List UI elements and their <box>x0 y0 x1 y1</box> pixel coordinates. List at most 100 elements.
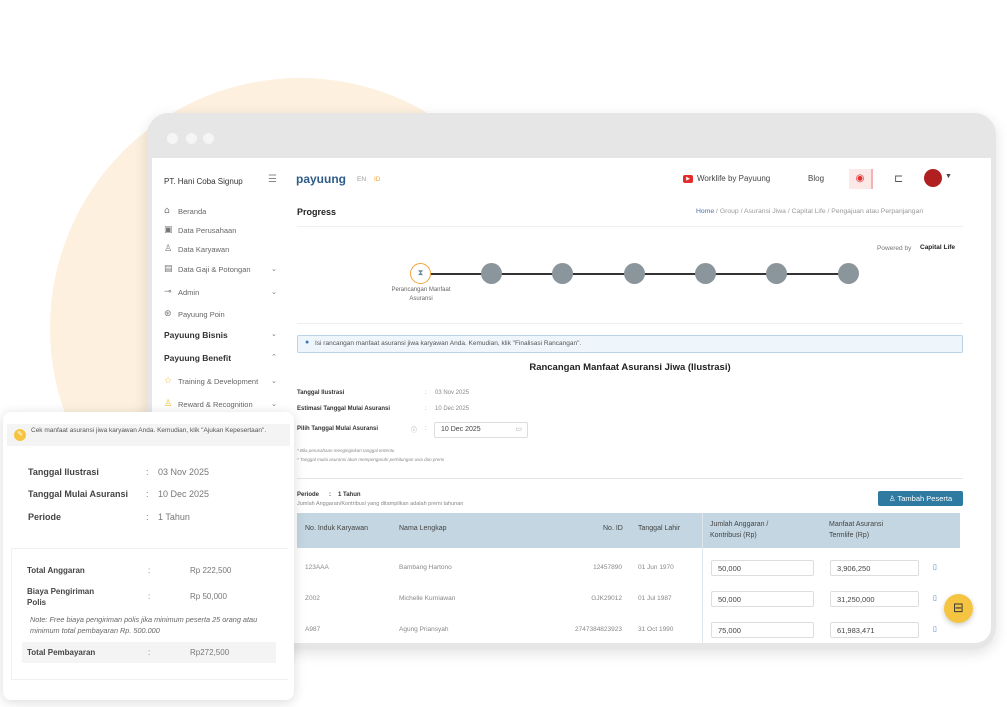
note: * Tanggal mulai asuransi akan mempengaru… <box>297 457 445 462</box>
tanggal-ilustrasi-value: 03 Nov 2025 <box>158 467 210 477</box>
cell-nama: Bambang Hartono <box>399 564 452 571</box>
colon: : <box>146 467 149 477</box>
tambah-peserta-button[interactable]: ♙ Tambah Peserta <box>878 491 963 506</box>
sidebar-item-label: Data Perusahaan <box>178 226 237 235</box>
announcement-icon[interactable]: ⊏ <box>894 173 904 185</box>
label: Tanggal Ilustrasi <box>28 467 99 477</box>
table-row: 123AAA Bambang Hartono 12457890 01 Jun 1… <box>297 558 960 578</box>
window-dot <box>203 133 214 144</box>
cell-lahir: 01 Jun 1970 <box>638 564 674 571</box>
input-value: 61,983,471 <box>837 626 875 635</box>
colon: : <box>148 648 151 657</box>
table-row: A987 Agung Priansyah 2747384823923 31 Oc… <box>297 620 960 640</box>
start-date-picker[interactable]: 10 Dec 2025 ▭ <box>434 422 528 438</box>
estimasi-value: 10 Dec 2025 <box>435 406 470 412</box>
colon: : <box>425 426 427 432</box>
avatar[interactable] <box>924 169 942 187</box>
star-icon: ☆ <box>164 376 173 386</box>
step-6[interactable] <box>766 263 787 284</box>
window-dot <box>167 133 178 144</box>
periode-value: 1 Tahun <box>158 512 190 522</box>
column-header: Jumlah Anggaran / Kontribusi (Rp) <box>710 521 769 539</box>
breadcrumb-item[interactable]: Group <box>719 208 739 215</box>
step-3[interactable] <box>552 263 573 284</box>
column-divider <box>702 513 703 643</box>
button-label: Tambah Peserta <box>897 494 953 503</box>
info-icon: ● <box>305 339 310 346</box>
divider <box>297 323 963 324</box>
card-info-text: Cek manfaat asuransi jiwa karyawan Anda.… <box>31 427 267 434</box>
label: Tanggal Mulai Asuransi <box>28 489 129 499</box>
breadcrumb-item[interactable]: Asuransi Jiwa <box>744 208 786 215</box>
chat-icon[interactable]: ⊟ <box>944 594 973 623</box>
label: Total Anggaran <box>27 566 85 575</box>
input-value: 50,000 <box>718 564 741 573</box>
lang-en[interactable]: EN <box>357 176 367 183</box>
table-header: No. Induk Karyawan Nama Lengkap No. ID T… <box>297 513 960 548</box>
shipping-note: Note: Free biaya pengiriman polis jika m… <box>30 615 258 635</box>
user-icon: ♙ <box>164 244 173 254</box>
medal-icon: ♙ <box>164 399 173 409</box>
trash-icon[interactable]: ▯ <box>933 564 937 571</box>
anggaran-input[interactable]: 50,000 <box>711 591 814 607</box>
info-icon: ✎ <box>14 429 26 441</box>
manfaat-input[interactable]: 61,983,471 <box>830 622 919 638</box>
biaya-value: Rp 50,000 <box>190 592 227 601</box>
calendar-icon: ▭ <box>515 426 522 433</box>
lang-id[interactable]: ID <box>374 176 381 183</box>
anggaran-input[interactable]: 75,000 <box>711 622 814 638</box>
step-5[interactable] <box>695 263 716 284</box>
divider <box>297 478 963 479</box>
info-banner: ● Isi rancangan manfaat asuransi jiwa ka… <box>297 335 963 353</box>
note: * Bila perusahaan menginginkan tanggal t… <box>297 448 395 453</box>
manfaat-input[interactable]: 31,250,000 <box>830 591 919 607</box>
blog-link[interactable]: Blog <box>808 174 825 183</box>
summary-card: ✎ Cek manfaat asuransi jiwa karyawan And… <box>3 412 294 700</box>
label: Total Pembayaran <box>27 648 96 657</box>
sidebar-item-label: Data Gaji & Potongan <box>178 265 251 274</box>
hourglass-icon[interactable]: ⧗ <box>410 263 431 284</box>
table-row: Z002 Michelle Kurniawan GJK29012 01 Jul … <box>297 589 960 609</box>
cell-id: 2747384823923 <box>575 626 622 633</box>
breadcrumb-item[interactable]: Capital Life <box>791 208 826 215</box>
browser-window: PT. Hani Coba Signup ☰ ⌂ Beranda ▣ Data Pe… <box>147 113 996 649</box>
menu-collapse-icon[interactable]: ☰ <box>268 174 277 185</box>
timer-icon[interactable]: ◉ <box>849 169 873 189</box>
periode-note: Jumlah Anggaran/Kontribusi yang ditampil… <box>297 501 464 507</box>
column-header: Nama Lengkap <box>399 525 447 532</box>
help-icon[interactable]: ⓘ <box>411 428 418 434</box>
chevron-down-icon: ⌄ <box>271 400 277 408</box>
anggaran-input[interactable]: 50,000 <box>711 560 814 576</box>
label: Periode <box>28 512 62 522</box>
column-header: No. ID <box>603 525 623 532</box>
caret-down-icon[interactable]: ▼ <box>945 173 952 180</box>
input-value: 31,250,000 <box>837 595 875 604</box>
breadcrumb: Home / Group / Asuransi Jiwa / Capital L… <box>696 208 924 215</box>
key-icon: ⊸ <box>164 287 172 297</box>
breadcrumb-home[interactable]: Home <box>696 208 715 215</box>
page-title: Progress <box>297 207 337 217</box>
cell-id: 12457890 <box>593 564 622 571</box>
total-anggaran-value: Rp 222,500 <box>190 566 232 575</box>
step-7[interactable] <box>838 263 859 284</box>
input-value: 3,906,250 <box>837 564 871 573</box>
cell-nik: A987 <box>305 626 321 633</box>
input-value: 50,000 <box>718 595 741 604</box>
date-value: 10 Dec 2025 <box>441 426 481 433</box>
payuung-logo[interactable]: payuung <box>296 172 346 186</box>
step-2[interactable] <box>481 263 502 284</box>
company-name: PT. Hani Coba Signup <box>164 177 243 186</box>
worklife-link[interactable]: Worklife by Payuung <box>697 174 771 183</box>
trash-icon[interactable]: ▯ <box>933 595 937 602</box>
chevron-down-icon: ⌄ <box>271 288 277 296</box>
column-header: Tanggal Lahir <box>638 525 681 532</box>
chevron-down-icon: ⌄ <box>271 330 277 338</box>
colon: : <box>329 492 331 498</box>
manfaat-input[interactable]: 3,906,250 <box>830 560 919 576</box>
tanggal-mulai-value: 10 Dec 2025 <box>158 489 210 499</box>
trash-icon[interactable]: ▯ <box>933 626 937 633</box>
step-4[interactable] <box>624 263 645 284</box>
total-pembayaran-value: Rp272,500 <box>190 648 230 657</box>
label: Pilih Tanggal Mulai Asuransi <box>297 426 379 432</box>
card-info-banner: ✎ Cek manfaat asuransi jiwa karyawan And… <box>7 424 290 446</box>
